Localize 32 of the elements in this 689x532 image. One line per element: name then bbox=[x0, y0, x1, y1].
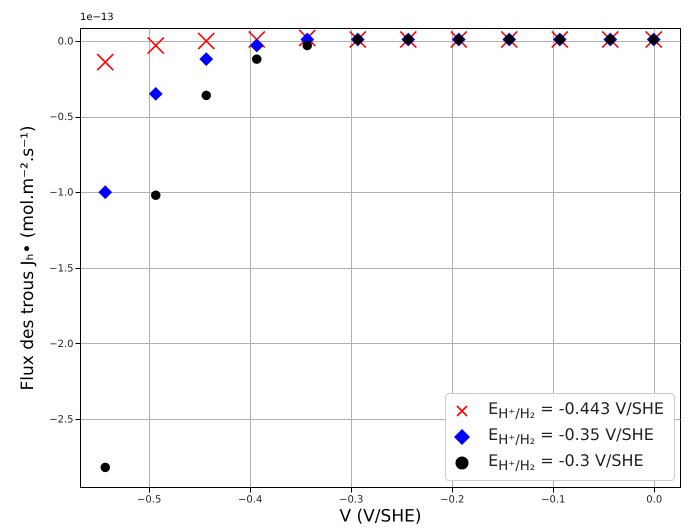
point bbox=[302, 40, 312, 50]
point bbox=[146, 36, 165, 54]
x-axis-title: V (V/SHE) bbox=[340, 506, 422, 526]
point bbox=[250, 38, 264, 52]
y-tick-label: −1.0 bbox=[49, 188, 74, 199]
text: 1e−13 bbox=[80, 12, 114, 23]
y-tick-label: −0.5 bbox=[49, 112, 74, 124]
legend-label: E$_{H⁺/H₂}$ = -0.443 V/SHE bbox=[488, 399, 664, 423]
point bbox=[248, 30, 266, 48]
y-tick-label: 0.0 bbox=[58, 36, 74, 48]
point bbox=[96, 53, 114, 72]
x-tick-label: −0.2 bbox=[440, 494, 464, 506]
point bbox=[202, 90, 212, 100]
y-tick-label: −2.5 bbox=[49, 414, 74, 426]
x-tick-label: −0.5 bbox=[137, 494, 162, 506]
point bbox=[199, 52, 214, 66]
legend-label: E$_{H⁺/H₂}$ = -0.3 V/SHE bbox=[488, 451, 644, 475]
point bbox=[151, 190, 160, 200]
point bbox=[252, 54, 262, 64]
point bbox=[98, 185, 112, 200]
point bbox=[298, 29, 316, 47]
x-tick-label: 0.0 bbox=[646, 494, 662, 506]
x-tick-label: −0.4 bbox=[238, 494, 262, 506]
point bbox=[100, 462, 110, 472]
legend-label: E$_{H⁺/H₂}$ = -0.35 V/SHE bbox=[488, 425, 654, 449]
point bbox=[197, 32, 216, 50]
x-tick-label: −0.1 bbox=[541, 494, 566, 506]
x-tick-label: −0.3 bbox=[339, 494, 364, 506]
y-tick-label: −1.5 bbox=[49, 263, 74, 274]
y-axis-title: Flux des trous Jₕ• (mol.m⁻².s⁻¹) bbox=[18, 125, 38, 391]
point bbox=[148, 87, 163, 101]
y-tick-label: −2.0 bbox=[49, 338, 74, 350]
